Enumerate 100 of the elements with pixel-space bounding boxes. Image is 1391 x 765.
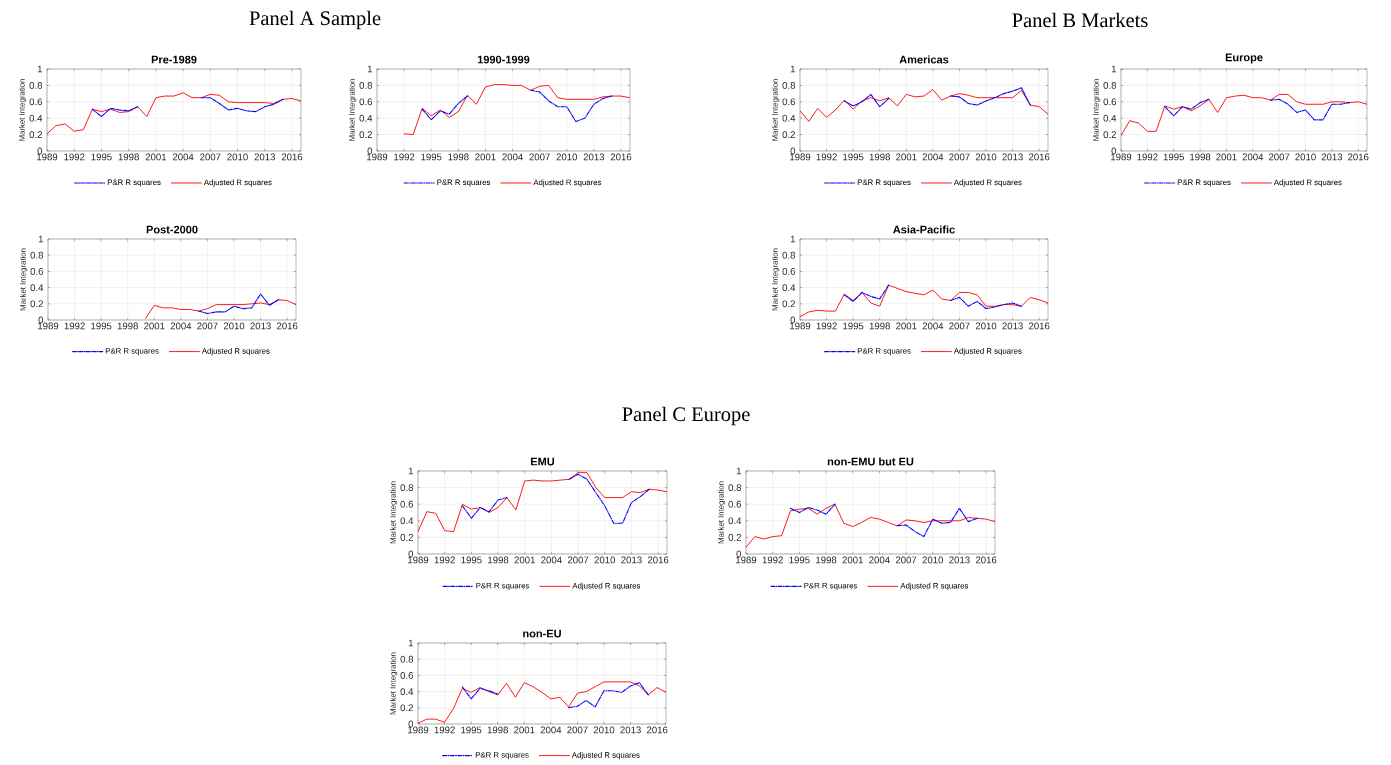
x-tick-label: 2016 (646, 726, 668, 734)
x-tick-label: 2010 (922, 556, 944, 564)
y-tick-label: 0.6 (728, 500, 742, 508)
x-tick-label: 2010 (227, 153, 248, 161)
x-tick-label: 2010 (1295, 153, 1316, 161)
y-tick-label: 1 (408, 467, 413, 475)
x-tick-label: 2010 (593, 726, 615, 734)
y-tick-label: 0 (790, 147, 796, 155)
x-tick-label: 2013 (620, 726, 641, 734)
x-tick-label: 1992 (434, 726, 455, 734)
x-tick-label: 1989 (736, 556, 757, 564)
y-tick-label: 0.6 (782, 268, 796, 275)
x-tick-label: 2013 (949, 556, 970, 564)
x-tick-label: 2004 (922, 322, 944, 330)
x-tick-label: 1989 (367, 153, 388, 161)
x-tick-label: 2007 (567, 726, 588, 734)
x-tick-label: 2004 (869, 556, 890, 564)
y-tick-label: 0.2 (359, 131, 372, 138)
x-tick-label: 2013 (1002, 322, 1023, 330)
x-tick-label: 1995 (461, 556, 482, 564)
y-tick-label: 0.4 (359, 114, 373, 122)
y-tick-label: 0.4 (30, 284, 44, 291)
y-tick-label: 0.8 (400, 655, 414, 663)
y-tick-label: 1 (790, 65, 795, 73)
y-tick-label: 0 (736, 550, 742, 558)
x-tick-label: 1989 (790, 322, 811, 330)
chart-title: non-EMU but EU (827, 457, 914, 466)
x-tick-label: 2001 (896, 322, 917, 330)
x-tick-label: 2007 (197, 322, 218, 330)
x-tick-label: 1995 (91, 322, 112, 330)
x-tick-label: 2010 (975, 322, 997, 330)
x-tick-label: 2004 (172, 153, 194, 161)
x-tick-label: 1995 (843, 322, 864, 330)
y-tick-label: 1 (1111, 65, 1116, 73)
chart-title: 1990-1999 (477, 55, 530, 64)
y-tick-label: 0.8 (29, 82, 43, 89)
x-tick-label: 2001 (144, 322, 165, 330)
x-tick-label: 2013 (254, 153, 275, 161)
y-tick-label: 0 (408, 550, 414, 558)
x-tick-label: 1989 (408, 556, 429, 564)
y-tick-label: 0 (367, 147, 373, 155)
x-tick-label: 2013 (1002, 153, 1023, 161)
y-tick-label: 0.8 (400, 484, 414, 491)
x-tick-label: 1995 (1163, 153, 1184, 161)
x-tick-label: 2007 (895, 556, 917, 564)
y-tick-label: 0.4 (400, 517, 414, 525)
x-tick-label: 1998 (448, 153, 469, 161)
x-tick-label: 1995 (843, 153, 864, 161)
x-tick-label: 2016 (1028, 153, 1050, 161)
y-tick-label: 0.6 (782, 98, 796, 106)
y-tick-label: 0.2 (782, 300, 795, 308)
y-tick-label: 0.2 (29, 131, 42, 138)
y-tick-label: 0.4 (782, 114, 796, 122)
y-tick-label: 0 (38, 316, 44, 324)
x-tick-label: 1989 (38, 322, 59, 330)
x-tick-label: 2013 (621, 556, 642, 564)
x-tick-label: 2016 (647, 556, 669, 564)
x-tick-label: 1995 (91, 153, 112, 161)
x-tick-label: 2013 (1321, 153, 1343, 161)
x-tick-label: 1998 (488, 556, 509, 564)
x-tick-label: 1998 (816, 556, 837, 564)
x-tick-label: 2007 (567, 556, 589, 564)
x-tick-label: 1989 (408, 726, 429, 734)
x-tick-label: 2001 (475, 153, 496, 161)
x-tick-label: 2016 (276, 322, 298, 330)
x-tick-label: 1998 (117, 322, 138, 330)
y-tick-label: 0.2 (1103, 131, 1116, 138)
y-tick-label: 0.8 (782, 82, 796, 89)
y-tick-label: 0.8 (30, 251, 44, 259)
y-tick-label: 1 (736, 467, 741, 475)
x-tick-label: 1998 (869, 153, 890, 161)
y-tick-label: 0.6 (30, 268, 44, 275)
y-tick-label: 0 (1111, 147, 1117, 155)
x-tick-label: 2016 (975, 556, 997, 564)
x-tick-label: 2016 (610, 153, 632, 161)
y-tick-label: 0.2 (30, 300, 43, 308)
y-tick-label: 0.2 (728, 534, 741, 541)
y-tick-label: 0.4 (1103, 114, 1117, 122)
x-tick-label: 1992 (64, 153, 85, 161)
x-tick-label: 2007 (1268, 153, 1290, 161)
y-tick-label: 0.6 (1103, 98, 1117, 106)
x-tick-label: 2004 (170, 322, 192, 330)
x-tick-label: 2016 (1348, 153, 1369, 161)
x-tick-label: 1992 (762, 556, 783, 564)
chart-title: EMU (531, 457, 555, 466)
text: Panel A Sample (249, 10, 381, 30)
y-tick-label: 0.4 (782, 284, 796, 291)
chart-title: Europe (1225, 53, 1263, 64)
x-tick-label: 2004 (502, 153, 523, 161)
y-tick-label: 1 (408, 639, 413, 647)
y-tick-label: 0.6 (400, 672, 414, 679)
x-tick-label: 1998 (118, 153, 139, 161)
x-tick-label: 2016 (281, 153, 303, 161)
y-tick-label: 0.4 (400, 688, 414, 695)
y-tick-label: 0.6 (29, 98, 43, 106)
x-tick-label: 2001 (842, 556, 863, 564)
y-tick-label: 0.6 (359, 98, 373, 106)
x-tick-label: 2016 (1028, 322, 1050, 330)
x-tick-label: 2013 (583, 153, 605, 161)
x-tick-label: 1992 (816, 153, 837, 161)
